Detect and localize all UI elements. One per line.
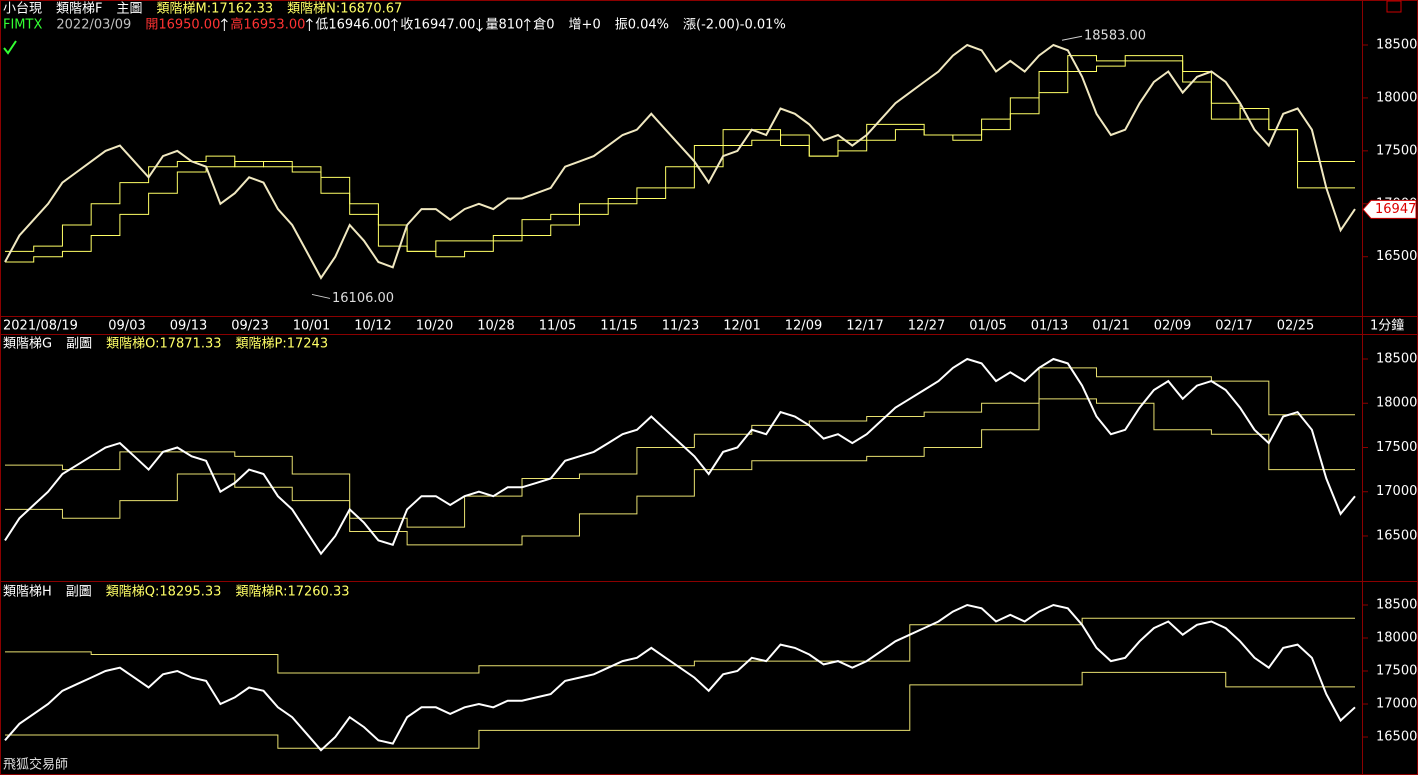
arrow-icon xyxy=(220,18,228,31)
x-tick-label: 02/09 xyxy=(1154,319,1191,334)
header-item: 振0.04% xyxy=(615,18,669,33)
x-tick-label: 12/01 xyxy=(723,319,760,334)
y-tick-label: 17500 xyxy=(1376,664,1417,679)
x-tick-label: 02/17 xyxy=(1215,319,1252,334)
x-tick-label: 10/12 xyxy=(354,319,391,334)
y-tick-label: 18500 xyxy=(1376,37,1417,52)
header-item: 類階梯O:17871.33 xyxy=(106,337,221,352)
header-item: 開16950.00 xyxy=(145,18,220,33)
step-line xyxy=(5,617,1355,674)
y-tick-label: 16500 xyxy=(1376,249,1417,264)
x-tick-label: 11/05 xyxy=(539,319,576,334)
check-icon xyxy=(3,40,17,55)
x-tick-label: 01/21 xyxy=(1092,319,1129,334)
x-tick-label: 09/23 xyxy=(231,319,268,334)
y-tick-label: 18500 xyxy=(1376,352,1417,367)
price-line xyxy=(4,43,1356,280)
y-tick-label: 18500 xyxy=(1376,597,1417,612)
x-tick-label: 10/28 xyxy=(477,319,514,334)
step-line xyxy=(5,398,1355,546)
y-tick-label: 16500 xyxy=(1376,730,1417,745)
arrow-icon xyxy=(306,18,313,31)
x-axis-unit: 1分鐘 xyxy=(1370,318,1404,334)
y-tick-label: 17500 xyxy=(1376,143,1417,158)
y-tick-label: 17000 xyxy=(1376,484,1417,499)
x-tick-label: 09/13 xyxy=(170,319,207,334)
x-tick-label: 09/03 xyxy=(108,319,145,334)
y-tick-label: 16500 xyxy=(1376,528,1417,543)
high-marker xyxy=(1061,35,1083,41)
step-line xyxy=(5,671,1355,749)
step-line xyxy=(5,60,1355,263)
x-tick-label: 02/25 xyxy=(1277,319,1314,334)
header-item: 類階梯N:16870.67 xyxy=(287,2,402,17)
header-item: 類階梯F xyxy=(56,2,102,17)
header-item: 主圖 xyxy=(117,2,143,17)
header-item: 副圖 xyxy=(66,585,92,600)
step-line xyxy=(5,55,1355,252)
x-tick-label: 01/05 xyxy=(969,319,1006,334)
x-tick-label: 12/09 xyxy=(785,319,822,334)
header-item: 低16946.00 xyxy=(315,18,390,33)
header-item: 類階梯G xyxy=(3,337,52,352)
price-line xyxy=(4,357,1356,556)
arrow-icon xyxy=(391,18,398,31)
header-item: 小台現 xyxy=(3,2,42,17)
x-tick-label: 2021/08/19 xyxy=(3,319,78,334)
last-price-label: 16947 xyxy=(1375,202,1416,217)
arrow-icon xyxy=(523,18,531,31)
header-item: 收16947.00 xyxy=(400,18,475,33)
header-item: 增+0 xyxy=(569,18,601,33)
window-icon[interactable] xyxy=(1386,0,1402,13)
header-item: 類階梯H xyxy=(3,585,52,600)
header-item: 量810 xyxy=(485,18,523,33)
header-item: 副圖 xyxy=(66,337,92,352)
header-item: 類階梯M:17162.33 xyxy=(157,2,274,17)
low-label: 16106.00 xyxy=(332,291,394,306)
header-item: 高16953.00 xyxy=(230,17,305,33)
x-tick-label: 12/17 xyxy=(846,319,883,334)
y-tick-label: 17500 xyxy=(1376,440,1417,455)
price-line xyxy=(4,603,1356,752)
header-item: 漲(-2.00)-0.01% xyxy=(683,18,786,33)
step-line xyxy=(5,367,1355,528)
low-marker xyxy=(311,293,331,299)
header-item: 類階梯Q:18295.33 xyxy=(106,585,222,600)
header-item: 2022/03/09 xyxy=(56,18,131,33)
y-tick-label: 18000 xyxy=(1376,396,1417,411)
x-tick-label: 10/01 xyxy=(293,319,330,334)
y-tick-label: 18000 xyxy=(1376,631,1417,646)
header-item: FIMTX xyxy=(3,18,42,33)
last-price-tag xyxy=(1362,199,1417,219)
high-label: 18583.00 xyxy=(1084,29,1146,44)
footer-brand: 飛狐交易師 xyxy=(3,757,68,773)
x-tick-label: 10/20 xyxy=(416,319,453,334)
header-item: 類階梯R:17260.33 xyxy=(235,585,349,600)
y-tick-label: 18000 xyxy=(1376,90,1417,105)
arrow-icon xyxy=(476,19,483,32)
x-tick-label: 11/15 xyxy=(600,319,637,334)
header-item: 類階梯P:17243 xyxy=(236,337,329,352)
header-item: 倉0 xyxy=(533,18,554,33)
y-tick-label: 17000 xyxy=(1376,697,1417,712)
x-tick-label: 11/23 xyxy=(662,319,699,334)
x-tick-label: 12/27 xyxy=(908,319,945,334)
x-tick-label: 01/13 xyxy=(1031,319,1068,334)
